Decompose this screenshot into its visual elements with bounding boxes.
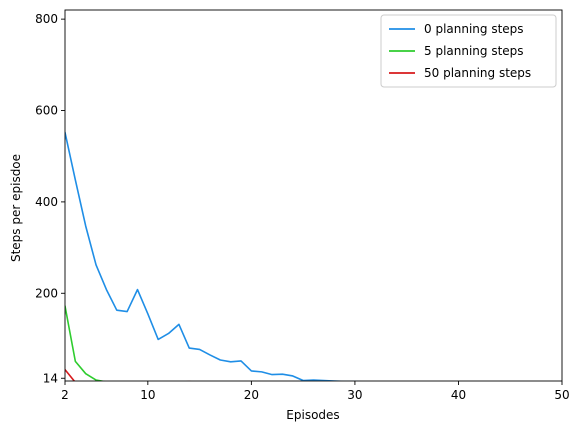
legend: 0 planning steps 5 planning steps 50 plann… xyxy=(380,14,557,88)
axes-layer: 2 10 20 30 40 50 14 200 400 600 800 xyxy=(35,9,570,402)
legend-label-3: 50 planning steps xyxy=(424,66,531,80)
legend-label-1: 0 planning steps xyxy=(424,22,524,36)
axes-frame xyxy=(64,9,563,382)
x-tick-label: 20 xyxy=(244,388,259,402)
legend-label-2: 5 planning steps xyxy=(424,44,524,58)
series-line-2 xyxy=(65,305,106,381)
x-tick-label: 10 xyxy=(140,388,155,402)
y-tick-label: 800 xyxy=(35,12,58,26)
y-axis-label: Steps per episdoe xyxy=(9,154,23,262)
x-tick-label: 50 xyxy=(554,388,569,402)
y-tick-label: 400 xyxy=(35,195,58,209)
legend-box xyxy=(380,14,557,88)
series-line-1 xyxy=(65,131,363,381)
y-tick-label: 14 xyxy=(43,371,58,385)
y-tick-label: 200 xyxy=(35,286,58,300)
series-line-3 xyxy=(65,368,192,381)
x-tick-label: 30 xyxy=(347,388,362,402)
x-tick-label: 40 xyxy=(451,388,466,402)
x-axis-label: Episodes xyxy=(286,408,339,422)
series-layer xyxy=(65,131,363,381)
x-tick-label: 2 xyxy=(61,388,69,402)
y-tick-label: 600 xyxy=(35,104,58,118)
